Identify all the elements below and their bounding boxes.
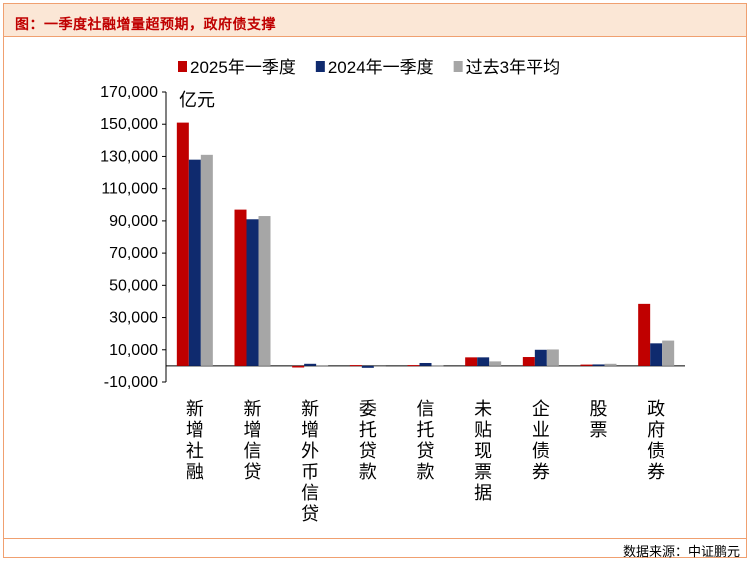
- legend-label-1: 2024年一季度: [328, 58, 434, 77]
- x-category-label: 新增社融: [186, 399, 204, 482]
- bar-1-2: [258, 216, 271, 366]
- legend-swatch-0: [178, 61, 187, 72]
- y-tick-label: 130,000: [100, 148, 158, 165]
- bar-0-0: [176, 122, 189, 366]
- bar-5-2: [489, 361, 502, 366]
- bar-2-0: [292, 365, 305, 368]
- bar-7-0: [580, 364, 593, 366]
- bar-6-1: [534, 349, 547, 366]
- bar-0-2: [200, 154, 213, 366]
- legend-label-0: 2025年一季度: [190, 58, 296, 77]
- x-category-label: 未贴现票据: [474, 399, 492, 503]
- y-tick-label: 170,000: [100, 84, 158, 101]
- x-category-label: 股票: [590, 399, 608, 440]
- bar-4-2: [431, 365, 444, 367]
- y-tick-label: 50,000: [109, 277, 158, 294]
- bar-4-1: [419, 362, 432, 366]
- x-category-label: 新增信贷: [244, 399, 262, 482]
- figure-title: 图：一季度社融增量超预期，政府债支撑: [15, 17, 276, 33]
- y-tick-label: 90,000: [109, 213, 158, 230]
- bottom-rule: [4, 538, 746, 539]
- y-tick-label: 10,000: [109, 342, 158, 359]
- bar-6-2: [546, 349, 559, 366]
- bar-7-1: [592, 364, 605, 366]
- bar-2-2: [316, 365, 329, 367]
- x-category-label: 政府债券: [647, 399, 665, 482]
- legend-swatch-2: [453, 61, 463, 72]
- bar-5-0: [465, 357, 478, 366]
- bar-7-2: [604, 363, 617, 366]
- bar-3-2: [373, 365, 386, 367]
- legend-swatch-1: [315, 61, 325, 72]
- x-category-label: 委托贷款: [359, 399, 377, 482]
- bar-2-1: [304, 363, 317, 366]
- bar-8-1: [650, 343, 663, 366]
- x-category-label: 信托贷款: [417, 399, 435, 482]
- chart-panel: 2025年一季度 2024年一季度 过去3年平均亿元 -10,000 10,000 30,…: [40, 43, 712, 529]
- x-category-label: 企业债券: [532, 399, 550, 482]
- bar-5-1: [477, 357, 490, 366]
- y-tick-label: 30,000: [109, 310, 158, 327]
- title-bar: 图：一季度社融增量超预期，政府债支撑: [4, 4, 746, 37]
- bar-8-0: [638, 303, 651, 366]
- legend-label-2: 过去3年平均: [466, 58, 560, 77]
- bar-4-0: [407, 365, 420, 367]
- bar-8-2: [662, 340, 675, 366]
- bar-3-0: [349, 365, 362, 367]
- bar-1-1: [246, 219, 259, 366]
- bar-0-1: [188, 159, 201, 366]
- unit-label: 亿元: [179, 90, 215, 110]
- y-tick-label: 70,000: [109, 245, 158, 262]
- x-category-label: 新增外币信贷: [301, 399, 319, 524]
- source-note: 数据来源：中证鹏元: [622, 545, 740, 560]
- bar-3-1: [361, 365, 374, 368]
- bar-6-0: [522, 357, 535, 366]
- bar-1-0: [234, 209, 247, 366]
- y-tick-label: -10,000: [104, 374, 158, 391]
- y-tick-label: 110,000: [101, 181, 158, 198]
- y-tick-label: 150,000: [100, 116, 158, 133]
